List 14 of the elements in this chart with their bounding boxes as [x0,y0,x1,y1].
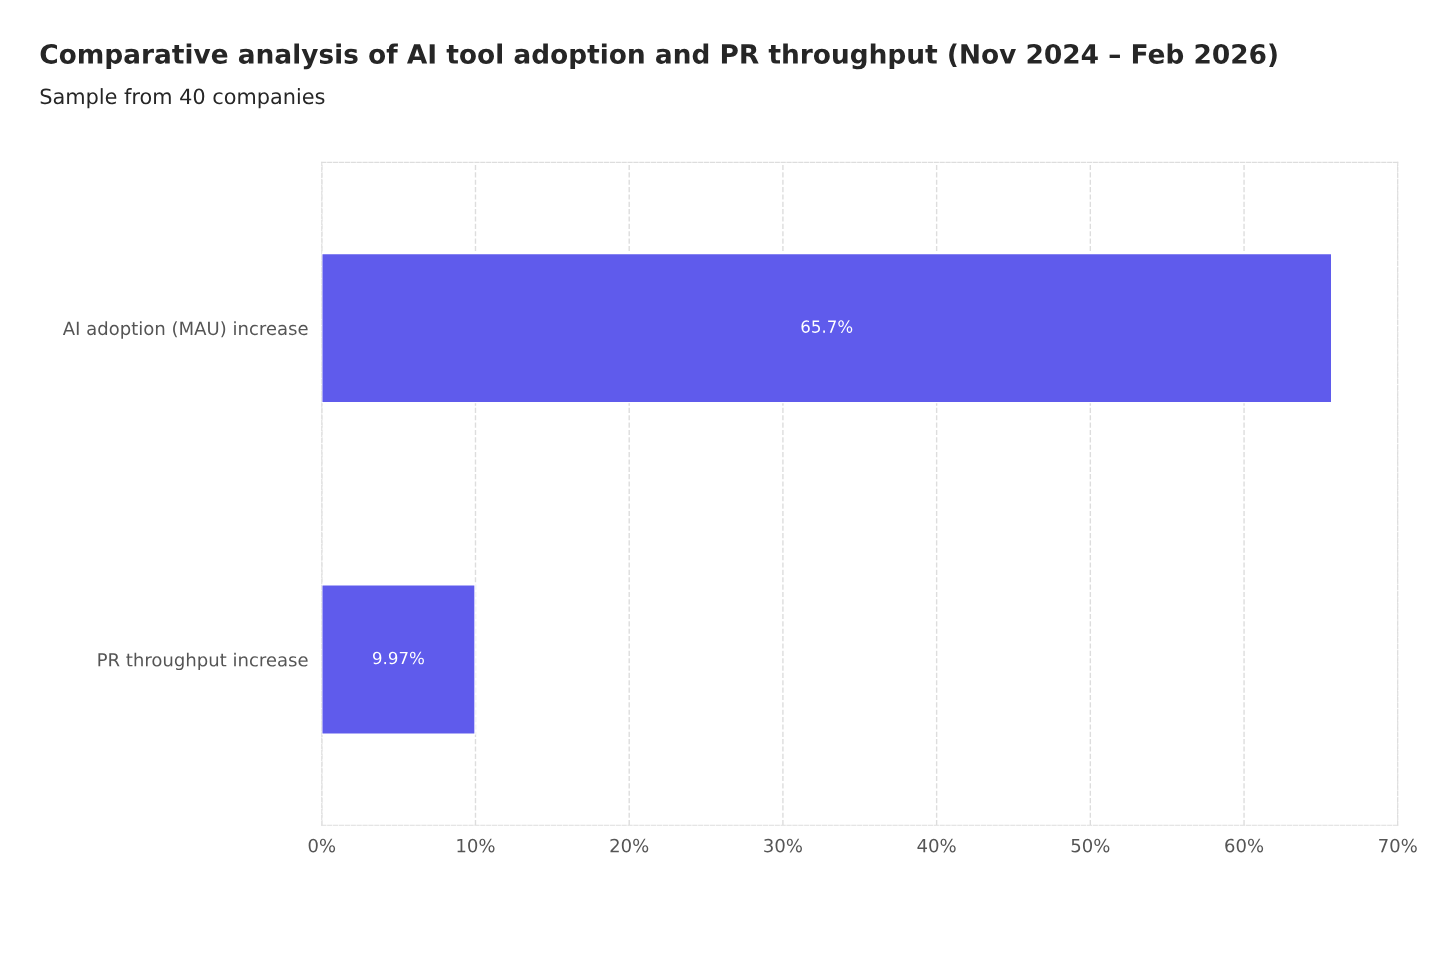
x-tick-label: 40% [917,838,956,853]
x-tick-label: 10% [457,838,495,853]
x-tick-label: 20% [610,838,649,853]
x-tick-label: 50% [1071,838,1110,853]
x-tick-label: 30% [764,838,802,853]
x-tick-label: 70% [1379,838,1417,853]
chart-subtitle: Sample from 40 companies [40,88,325,109]
data-label: 65.7% [801,320,853,333]
x-tick-label: 60% [1225,838,1264,853]
chart-title: Comparative analysis of AI tool adoption and PR throughput (Nov 2024 – Feb 2026) [40,43,1277,70]
data-label: 9.97% [372,651,424,665]
x-tick-label: 0% [308,838,336,853]
y-tick-label: AI adoption (MAU) increase [62,321,308,339]
y-tick-label: PR throughput increase [98,652,308,671]
